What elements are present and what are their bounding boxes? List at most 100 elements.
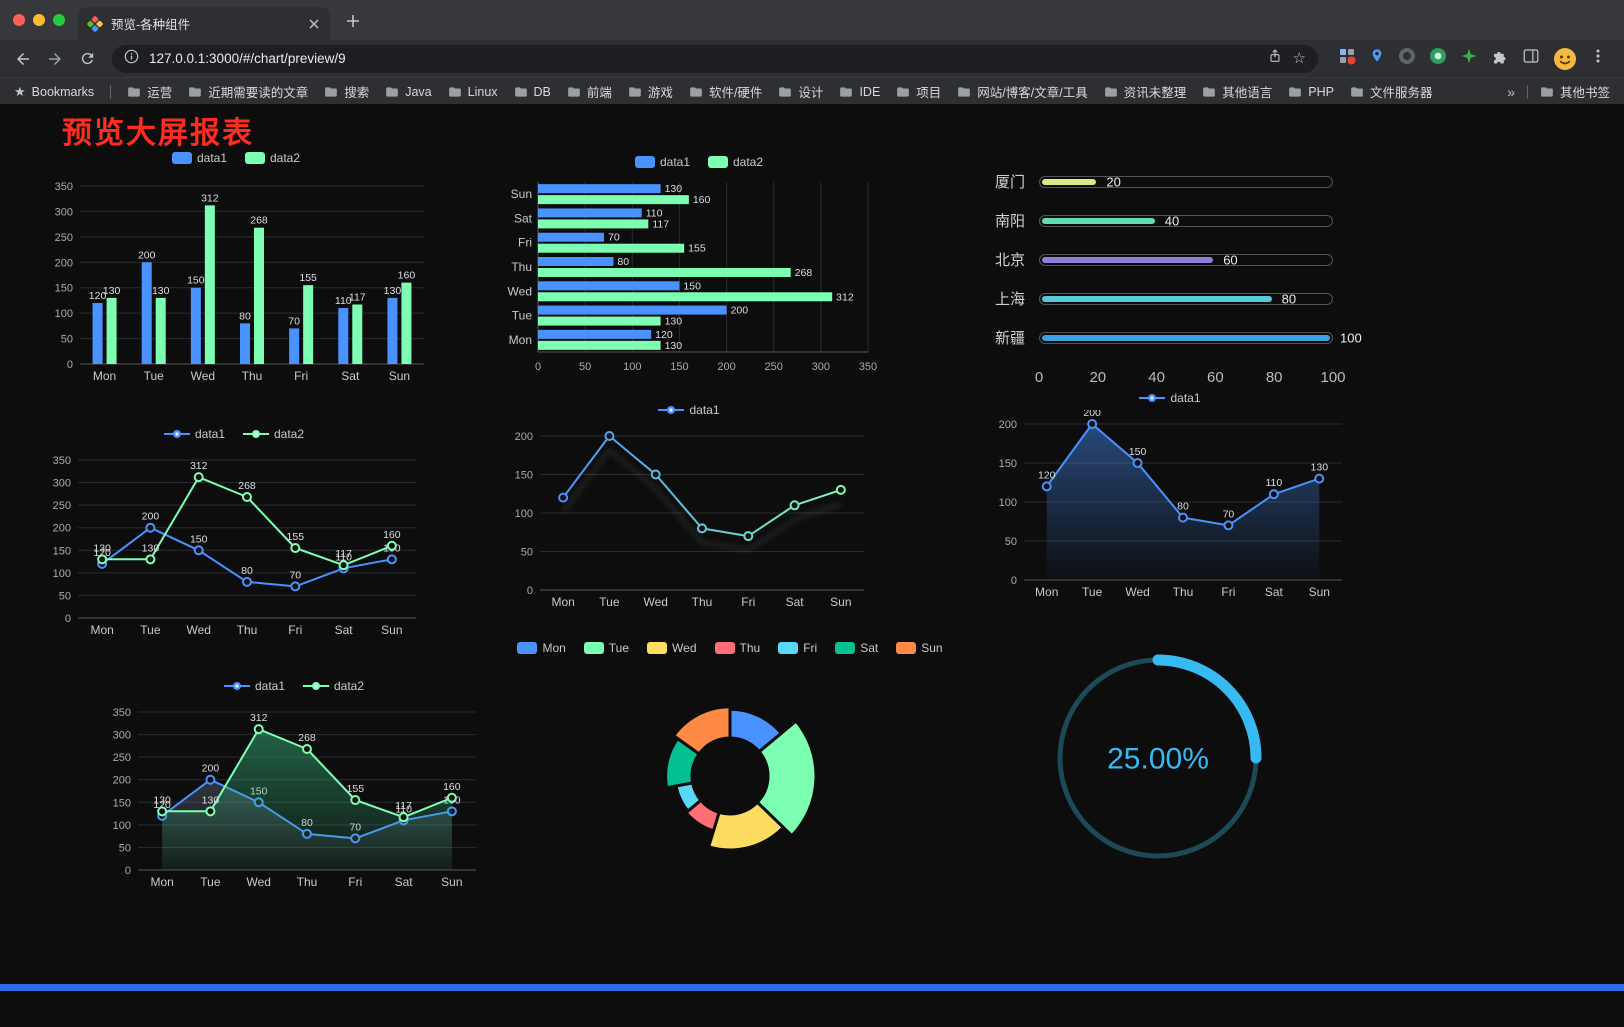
capsule-track[interactable]: 80: [1039, 291, 1333, 306]
svg-text:300: 300: [113, 730, 131, 742]
svg-text:200: 200: [717, 361, 735, 373]
capsule-label: 新疆: [995, 330, 1026, 347]
extensions-puzzle-icon[interactable]: [1491, 47, 1509, 70]
bookmark-folder-label: 设计: [798, 86, 824, 100]
svg-text:80: 80: [1177, 501, 1189, 513]
legend-item-Fri[interactable]: Fri: [778, 641, 817, 655]
window-controls: [13, 14, 65, 26]
axis-tick-label: 0: [1034, 369, 1044, 386]
bookmark-folder-label: 资讯未整理: [1123, 86, 1187, 100]
bookmark-folder[interactable]: 网站/博客/文章/工具: [957, 82, 1088, 101]
capsule-track[interactable]: 100: [1039, 330, 1362, 345]
bookmark-star-icon[interactable]: ☆: [1292, 50, 1306, 67]
extension-green-circle-icon[interactable]: [1429, 47, 1447, 70]
capsule-row: 厦门 20: [995, 162, 1361, 201]
forward-button[interactable]: [40, 44, 70, 74]
menu-icon[interactable]: [1590, 48, 1606, 69]
svg-text:155: 155: [688, 243, 706, 255]
area-single-legend: data1: [984, 386, 1356, 410]
line-two-series-canvas[interactable]: 0 50 100 150 200 250 300 350 Mon Tue Wed Thu Fri Sat S…: [38, 446, 430, 640]
bookmarks-overflow-chevron[interactable]: »: [1507, 83, 1515, 100]
browser-tab[interactable]: 预览-各种组件: [78, 7, 330, 40]
bookmarks-root[interactable]: ★ Bookmarks: [14, 85, 94, 99]
legend-item-Sun[interactable]: Sun: [896, 641, 943, 655]
legend-item-Sat[interactable]: Sat: [835, 641, 878, 655]
single-area-chart-panel: data1 0 50 100 150 200 Mon Tue Wed Thu Fri Sat Sun 12…: [984, 386, 1356, 602]
svg-text:350: 350: [113, 707, 131, 719]
bookmark-folder[interactable]: PHP: [1288, 85, 1334, 99]
new-tab-button[interactable]: [342, 10, 364, 32]
extension-dark-circle-icon[interactable]: [1398, 47, 1416, 70]
bookmark-folder[interactable]: Linux: [448, 85, 498, 99]
bookmark-folder[interactable]: 项目: [896, 82, 941, 101]
svg-text:100: 100: [999, 497, 1017, 509]
legend-item-Tue[interactable]: Tue: [583, 641, 629, 655]
minimize-window-button[interactable]: [33, 14, 45, 26]
legend-item-Wed[interactable]: Wed: [647, 641, 697, 655]
svg-text:Wed: Wed: [508, 284, 532, 298]
legend-item-data2[interactable]: data2: [245, 151, 300, 165]
bookmarks-label: Bookmarks: [31, 84, 95, 99]
bar-horizontal-legend: data1 data2: [500, 150, 898, 174]
extension-green-star-icon[interactable]: [1460, 47, 1478, 70]
legend-label: data1: [254, 679, 285, 693]
address-bar[interactable]: 127.0.0.1:3000/#/chart/preview/9 ☆: [112, 44, 1318, 73]
bookmark-folder[interactable]: Java: [385, 85, 432, 99]
line-gradient-canvas[interactable]: 0 50 100 150 200 Mon Tue Wed Thu Fri Sat Sun: [500, 422, 878, 612]
bookmark-folder[interactable]: 资讯未整理: [1104, 82, 1187, 101]
svg-text:Fri: Fri: [348, 875, 362, 889]
legend-item-data1[interactable]: data1: [634, 155, 690, 169]
back-button[interactable]: [8, 44, 38, 74]
bookmark-folder[interactable]: 搜索: [324, 82, 369, 101]
folder-icon: [514, 86, 527, 97]
bookmark-folder[interactable]: 文件服务器: [1350, 82, 1432, 101]
svg-text:200: 200: [999, 419, 1017, 431]
extension-pin-icon[interactable]: [1369, 48, 1385, 69]
gauge-canvas[interactable]: 25.00%: [1040, 642, 1276, 874]
tab-close-icon[interactable]: [307, 17, 321, 31]
profile-avatar[interactable]: [1553, 47, 1577, 71]
bookmark-folder[interactable]: 其他语言: [1202, 82, 1272, 101]
svg-text:Sun: Sun: [511, 187, 532, 201]
rose-pie-canvas[interactable]: [520, 660, 940, 888]
tab-strip: 预览-各种组件: [0, 0, 1624, 40]
capsule-track[interactable]: 20: [1039, 174, 1333, 189]
legend-item-data1[interactable]: data1: [163, 427, 225, 441]
reload-button[interactable]: [72, 44, 102, 74]
legend-item-Mon[interactable]: Mon: [517, 641, 566, 655]
legend-item-data2[interactable]: data2: [243, 427, 304, 441]
bar-vertical-canvas[interactable]: 0 50 100 150 200 250 300 350 Mon Tue Wed Thu Fri Sat S…: [40, 170, 432, 386]
bookmark-folder[interactable]: 近期需要读的文章: [188, 82, 308, 101]
maximize-window-button[interactable]: [53, 14, 65, 26]
area-single-canvas[interactable]: 0 50 100 150 200 Mon Tue Wed Thu Fri Sat Sun 120 200 1…: [984, 410, 1356, 602]
bookmark-folder[interactable]: 软件/硬件: [689, 82, 762, 101]
browser-toolbar: 127.0.0.1:3000/#/chart/preview/9 ☆: [0, 40, 1624, 77]
bookmark-folder[interactable]: 运营: [127, 82, 172, 101]
folder-icon: [897, 86, 910, 97]
capsule-track[interactable]: 40: [1039, 213, 1333, 228]
legend-label: data1: [1170, 391, 1201, 405]
side-panel-icon[interactable]: [1522, 47, 1540, 70]
legend-item-data1[interactable]: data1: [1139, 391, 1201, 405]
close-window-button[interactable]: [13, 14, 25, 26]
bookmark-folder[interactable]: 前端: [567, 82, 612, 101]
legend-item-data2[interactable]: data2: [303, 679, 364, 693]
bookmark-folder[interactable]: DB: [514, 85, 551, 99]
line-area-two-canvas[interactable]: 0 50 100 150 200 250 300 350 Mon Tue Wed Thu Fri Sat S…: [98, 698, 490, 892]
bookmark-folder-label: 游戏: [647, 86, 673, 100]
legend-item-data2[interactable]: data2: [708, 155, 763, 169]
bookmark-folder[interactable]: 游戏: [628, 82, 673, 101]
url-text[interactable]: 127.0.0.1:3000/#/chart/preview/9: [149, 51, 346, 66]
other-bookmarks[interactable]: 其他书签: [1540, 82, 1610, 101]
bookmark-folder[interactable]: 设计: [778, 82, 823, 101]
legend-item-Thu[interactable]: Thu: [714, 641, 760, 655]
site-info-icon[interactable]: [124, 49, 139, 69]
legend-item-data1[interactable]: data1: [658, 403, 720, 417]
legend-item-data1[interactable]: data1: [171, 151, 227, 165]
bookmark-folder[interactable]: IDE: [839, 85, 880, 99]
share-icon[interactable]: [1267, 48, 1283, 69]
legend-item-data1[interactable]: data1: [223, 679, 285, 693]
extension-grid-icon[interactable]: [1338, 47, 1356, 70]
capsule-track[interactable]: 60: [1039, 252, 1333, 267]
